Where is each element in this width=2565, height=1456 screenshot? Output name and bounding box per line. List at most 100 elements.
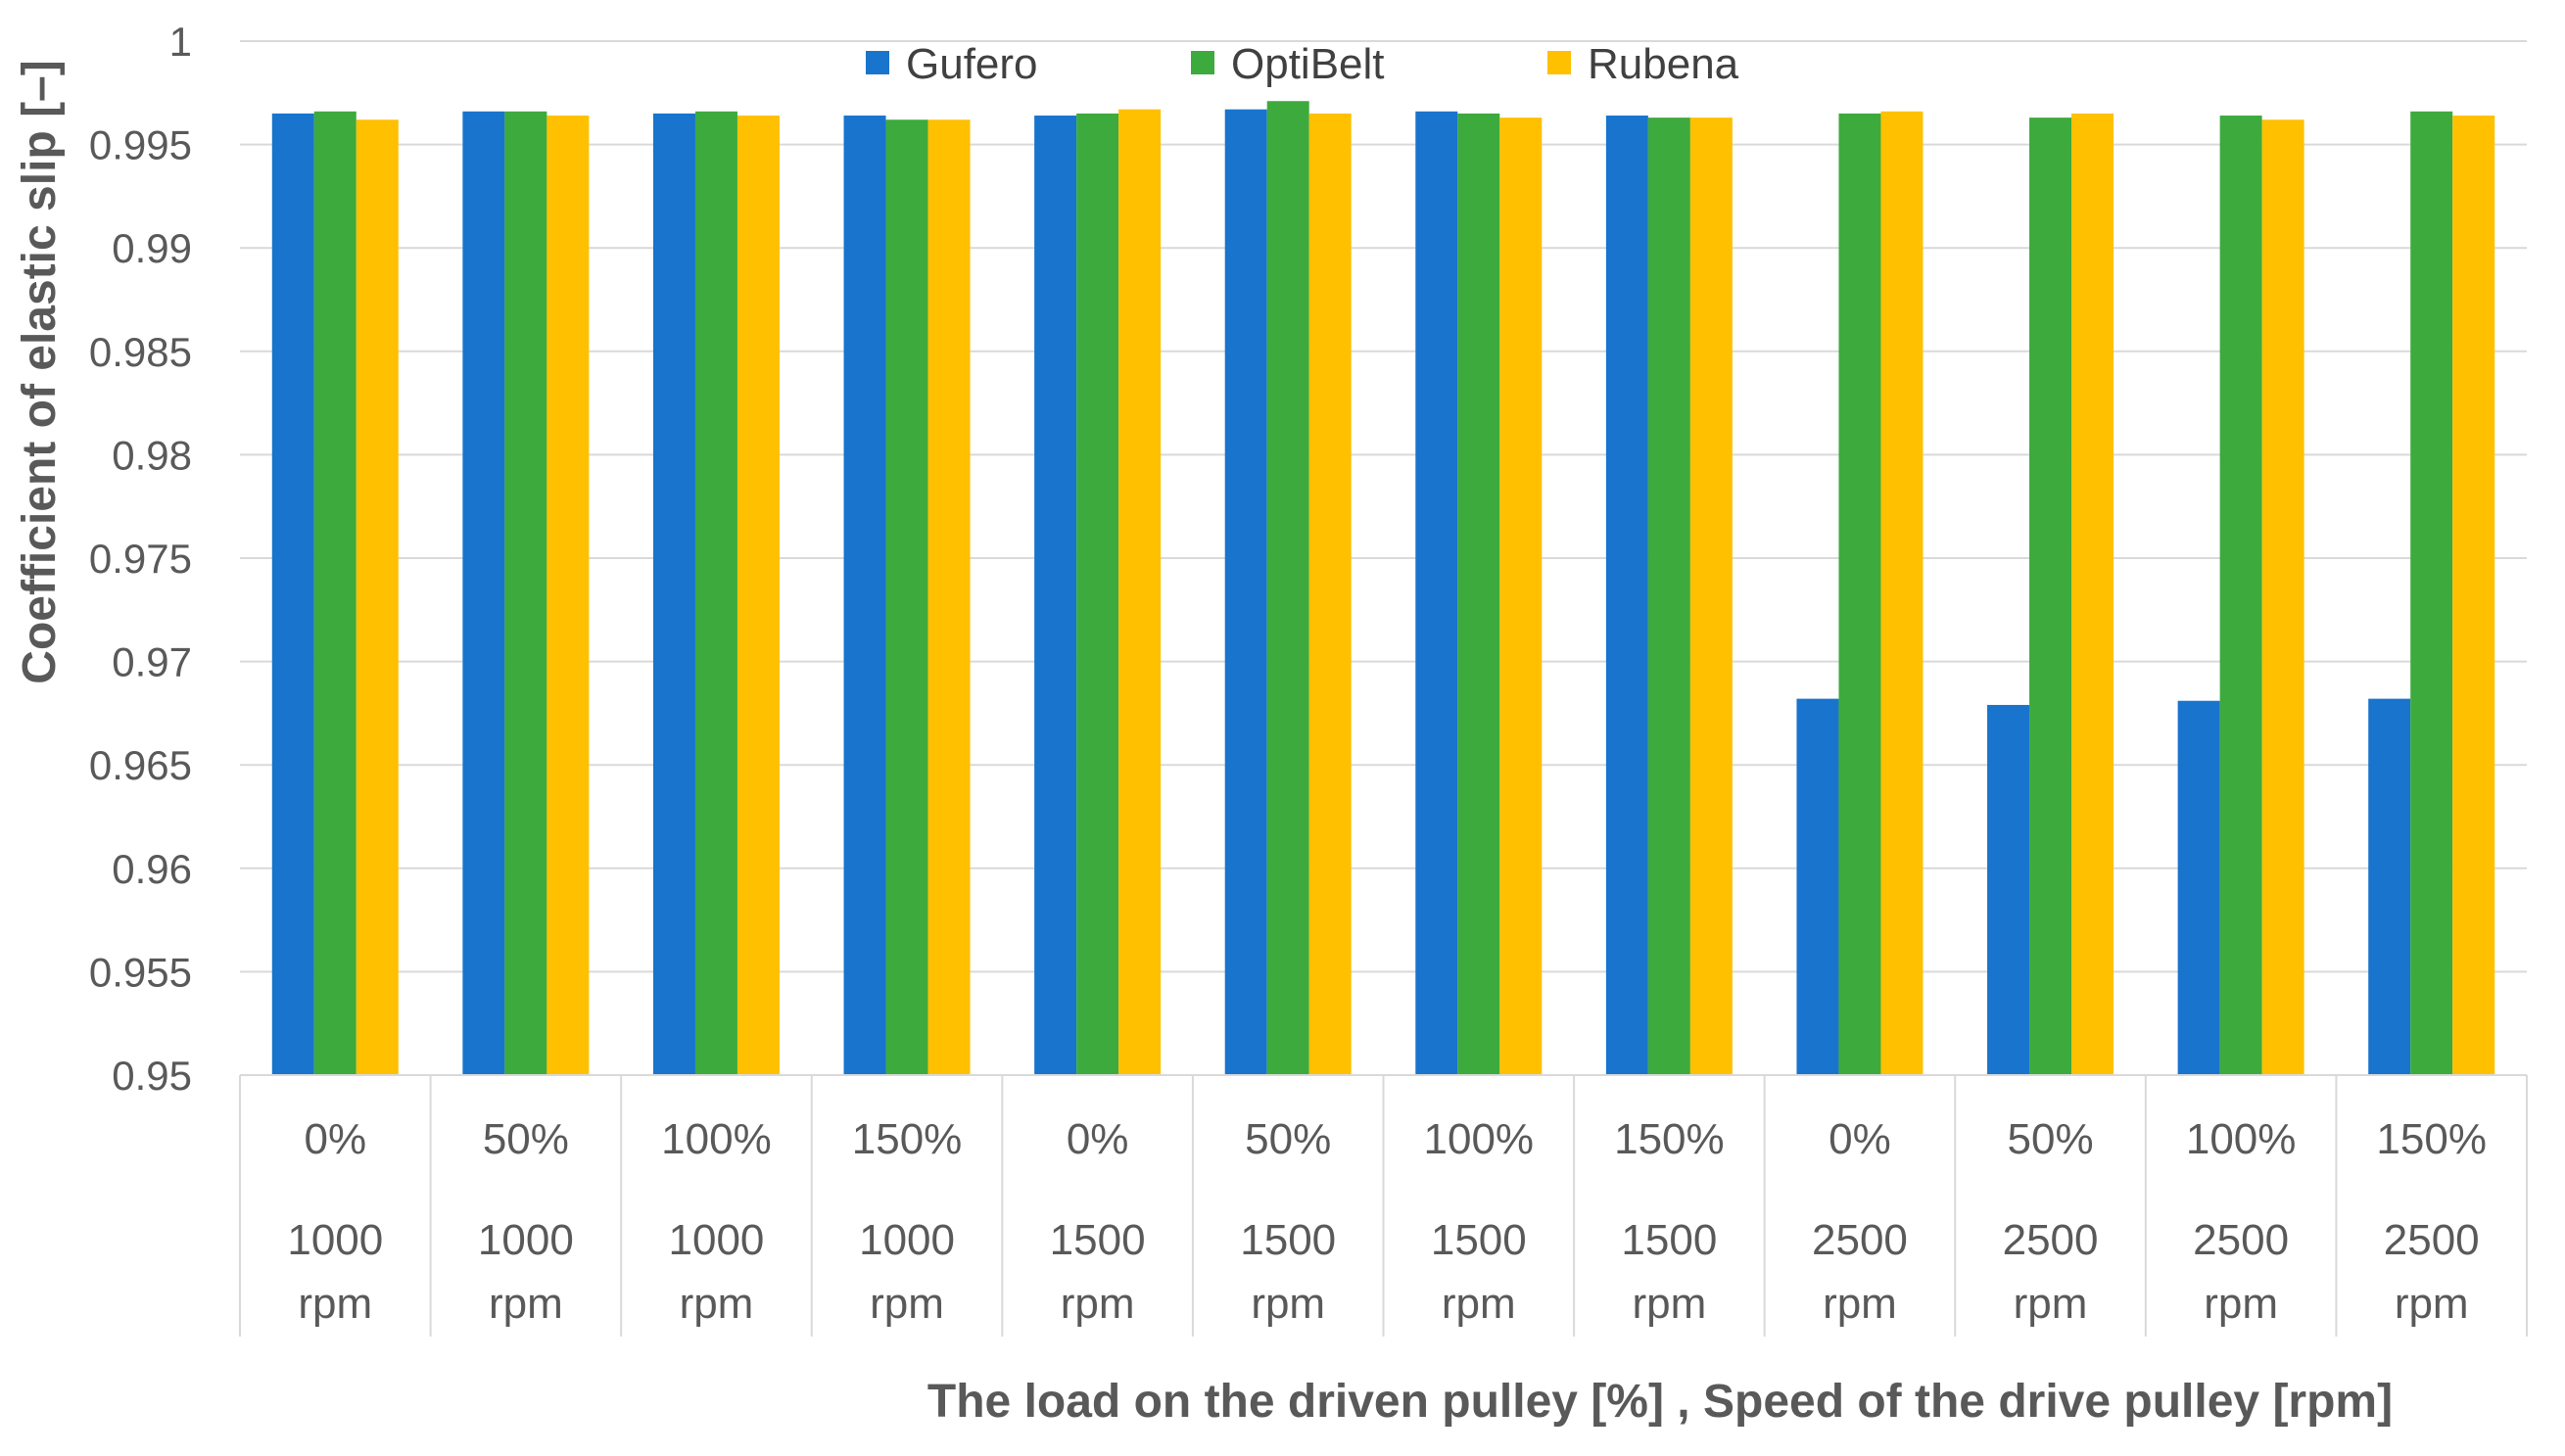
x-category-speed: 1000 xyxy=(859,1216,955,1264)
y-axis-title: Coefficient of elastic slip [–] xyxy=(14,60,66,683)
x-category-load: 100% xyxy=(1424,1115,1535,1163)
x-category-load: 0% xyxy=(304,1115,366,1163)
y-tick-label: 0.97 xyxy=(112,639,192,685)
x-category-load: 50% xyxy=(1245,1115,1331,1163)
y-tick-label: 0.965 xyxy=(89,742,192,788)
x-category-speed: 1000 xyxy=(287,1216,383,1264)
bar-optibelt-8 xyxy=(1838,113,1881,1076)
bar-gufero-5 xyxy=(1224,109,1267,1076)
bar-rubena-5 xyxy=(1308,113,1352,1076)
bar-optibelt-9 xyxy=(2029,117,2072,1076)
bar-gufero-9 xyxy=(1987,704,2030,1075)
x-category-speed: 2500 xyxy=(2384,1216,2480,1264)
y-tick-label: 0.995 xyxy=(89,122,192,168)
y-axis-ticks: 0.95 0.955 0.96 0.965 0.97 0.975 0.98 0.985 0.99… xyxy=(89,19,192,1099)
x-category-unit: rpm xyxy=(1632,1280,1706,1328)
bar-gufero-2 xyxy=(652,113,695,1076)
bar-optibelt-10 xyxy=(2219,116,2262,1076)
x-category-speed: 1000 xyxy=(478,1216,574,1264)
x-category-load: 150% xyxy=(1614,1115,1725,1163)
x-category-unit: rpm xyxy=(1251,1280,1325,1328)
x-axis xyxy=(239,1074,2528,1337)
bar-rubena-1 xyxy=(546,116,590,1076)
bar-rubena-0 xyxy=(356,119,399,1076)
legend-swatch xyxy=(866,51,889,74)
bar-gufero-8 xyxy=(1796,698,1839,1075)
bar-gufero-1 xyxy=(462,111,505,1076)
x-category-unit: rpm xyxy=(298,1280,372,1328)
bar-gufero-10 xyxy=(2177,700,2220,1075)
bar-optibelt-0 xyxy=(313,111,356,1076)
legend-item-rubena[interactable]: Rubena xyxy=(1547,40,1739,88)
bar-rubena-2 xyxy=(736,116,780,1076)
bar-gufero-3 xyxy=(843,116,886,1076)
x-category-unit: rpm xyxy=(1442,1280,1516,1328)
y-tick-label: 0.985 xyxy=(89,329,192,375)
bar-rubena-8 xyxy=(1880,111,1924,1076)
y-tick-label: 1 xyxy=(169,19,192,65)
legend-swatch xyxy=(1191,51,1214,74)
x-category-speed: 2500 xyxy=(2003,1216,2099,1264)
x-category-unit: rpm xyxy=(680,1280,754,1328)
x-category-load: 0% xyxy=(1829,1115,1891,1163)
bar-optibelt-4 xyxy=(1076,113,1119,1076)
gridlines xyxy=(240,40,2527,1076)
x-category-load: 0% xyxy=(1067,1115,1129,1163)
x-category-speed: 1500 xyxy=(1240,1216,1336,1264)
y-tick-label: 0.955 xyxy=(89,949,192,995)
x-category-unit: rpm xyxy=(1823,1280,1897,1328)
y-tick-label: 0.98 xyxy=(112,432,192,478)
y-tick-label: 0.95 xyxy=(112,1053,192,1099)
x-category-speed: 1000 xyxy=(669,1216,765,1264)
bar-optibelt-5 xyxy=(1266,101,1309,1076)
bar-rubena-6 xyxy=(1499,117,1543,1076)
bar-optibelt-7 xyxy=(1647,117,1690,1076)
bar-optibelt-2 xyxy=(694,111,737,1076)
x-category-unit: rpm xyxy=(2014,1280,2088,1328)
bar-optibelt-3 xyxy=(885,119,928,1076)
bars xyxy=(271,101,2495,1076)
x-category-load: 150% xyxy=(852,1115,963,1163)
bar-rubena-3 xyxy=(927,119,971,1076)
x-category-unit: rpm xyxy=(2395,1280,2469,1328)
bar-gufero-0 xyxy=(271,113,314,1076)
bar-gufero-4 xyxy=(1034,116,1077,1076)
legend-swatch xyxy=(1547,51,1571,74)
x-category-unit: rpm xyxy=(870,1280,944,1328)
bar-gufero-7 xyxy=(1605,116,1648,1076)
legend-label: OptiBelt xyxy=(1231,40,1385,88)
bar-rubena-7 xyxy=(1689,117,1733,1076)
x-category-load: 50% xyxy=(483,1115,569,1163)
bar-rubena-11 xyxy=(2452,116,2495,1076)
x-axis-categories: 0% 1000 rpm 50% 1000 rpm 100% 1000 rpm 150% 1000 rp… xyxy=(287,1115,2487,1328)
bar-gufero-6 xyxy=(1415,111,1458,1076)
x-category-speed: 1500 xyxy=(1050,1216,1146,1264)
x-category-unit: rpm xyxy=(2204,1280,2278,1328)
legend[interactable]: Gufero OptiBelt Rubena xyxy=(866,40,1739,88)
bar-optibelt-1 xyxy=(504,111,547,1076)
x-category-speed: 2500 xyxy=(1812,1216,1908,1264)
x-category-speed: 1500 xyxy=(1431,1216,1527,1264)
x-category-unit: rpm xyxy=(1061,1280,1135,1328)
bar-optibelt-11 xyxy=(2410,111,2453,1076)
x-category-load: 100% xyxy=(2186,1115,2297,1163)
x-category-speed: 2500 xyxy=(2193,1216,2289,1264)
y-tick-label: 0.975 xyxy=(89,536,192,582)
x-category-load: 50% xyxy=(2008,1115,2094,1163)
y-tick-label: 0.99 xyxy=(112,225,192,271)
bar-optibelt-6 xyxy=(1457,113,1500,1076)
bar-gufero-11 xyxy=(2368,698,2411,1075)
y-tick-label: 0.96 xyxy=(112,846,192,892)
bar-rubena-9 xyxy=(2071,113,2114,1076)
x-axis-title: The load on the driven pulley [%] , Spee… xyxy=(927,1376,2393,1428)
x-category-load: 150% xyxy=(2376,1115,2487,1163)
legend-item-optibelt[interactable]: OptiBelt xyxy=(1191,40,1385,88)
bar-rubena-4 xyxy=(1118,109,1162,1076)
bar-rubena-10 xyxy=(2261,119,2304,1076)
legend-item-gufero[interactable]: Gufero xyxy=(866,40,1038,88)
x-category-load: 100% xyxy=(661,1115,772,1163)
x-category-speed: 1500 xyxy=(1621,1216,1717,1264)
legend-label: Rubena xyxy=(1588,40,1739,88)
legend-label: Gufero xyxy=(906,40,1038,88)
